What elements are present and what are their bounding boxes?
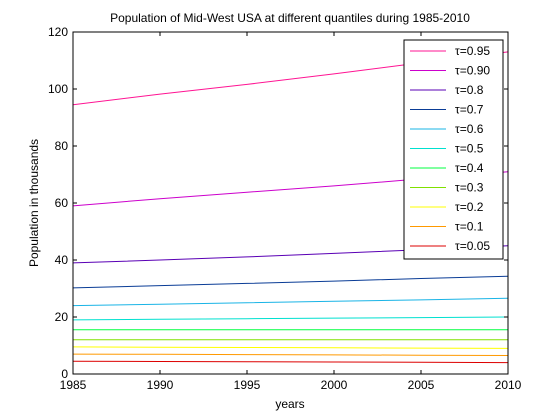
legend-items: τ=0.95 τ=0.90 τ=0.8 τ=0.7 τ=0.6 τ=0.5 τ=0.4 τ=0… [410, 44, 490, 253]
series-line-5 [72, 316, 509, 321]
legend-label: τ=0.8 [455, 83, 484, 97]
legend-label: τ=0.5 [455, 142, 484, 156]
chart-title: Population of Mid-West USA at different … [110, 11, 470, 25]
legend-box [403, 39, 504, 260]
x-tick-label: 2005 [408, 378, 435, 392]
y-tick-label: 0 [61, 367, 68, 381]
y-tick-label: 40 [55, 253, 69, 267]
x-tick-label: 1990 [147, 378, 174, 392]
series-line-8 [72, 346, 509, 349]
legend-label: τ=0.05 [455, 239, 490, 253]
series-layer [72, 51, 509, 364]
series-line-10 [72, 360, 509, 364]
x-tick-label: 1985 [60, 378, 87, 392]
legend-label: τ=0.2 [455, 200, 484, 214]
legend-label: τ=0.1 [455, 220, 484, 234]
x-axis-label: years [275, 397, 304, 411]
legend-label: τ=0.95 [455, 44, 490, 58]
legend-label: τ=0.3 [455, 181, 484, 195]
x-tick-label: 1995 [234, 378, 261, 392]
legend: τ=0.95 τ=0.90 τ=0.8 τ=0.7 τ=0.6 τ=0.5 τ=0.4 τ=0… [403, 39, 504, 260]
legend-label: τ=0.90 [455, 64, 490, 78]
y-tick-label: 60 [55, 196, 69, 210]
x-tick-label: 2000 [321, 378, 348, 392]
legend-label: τ=0.4 [455, 161, 484, 175]
x-axis-ticks: 1985 1990 1995 2000 2005 2010 [60, 32, 522, 392]
y-tick-label: 120 [48, 25, 68, 39]
legend-label: τ=0.7 [455, 103, 484, 117]
y-tick-label: 80 [55, 139, 69, 153]
y-tick-label: 20 [55, 310, 69, 324]
y-tick-label: 100 [48, 82, 68, 96]
y-axis-label: Population in thousands [27, 139, 41, 267]
series-line-4 [72, 297, 509, 307]
x-tick-label: 2010 [495, 378, 522, 392]
legend-label: τ=0.6 [455, 122, 484, 136]
series-line-3 [72, 275, 509, 289]
series-line-9 [72, 353, 509, 356]
y-axis-ticks: 0 20 40 60 80 100 120 [48, 25, 508, 381]
